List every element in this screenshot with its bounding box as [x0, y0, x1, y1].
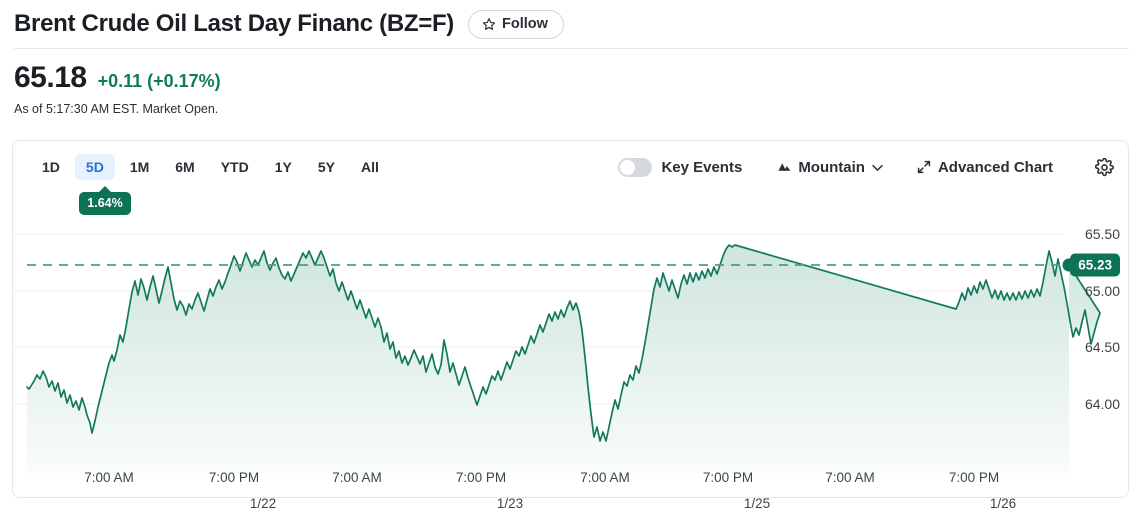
range-1y[interactable]: 1Y: [264, 154, 303, 180]
price-row: 65.18 +0.11 (+0.17%): [14, 61, 1129, 95]
key-events-label: Key Events: [661, 158, 743, 176]
price-line: [26, 244, 1101, 442]
x-date-label: 1/26: [989, 496, 1017, 511]
key-events-toggle[interactable]: Key Events: [618, 157, 743, 177]
tooltip-arrow: [99, 186, 111, 192]
range-1d[interactable]: 1D: [31, 154, 71, 180]
header-divider: [14, 47, 1129, 49]
x-tick-label: 7:00 PM: [948, 470, 1000, 485]
x-tick-label: 7:00 PM: [208, 470, 260, 485]
x-tick-label: 7:00 PM: [455, 470, 507, 485]
price-area-fill: [27, 245, 1100, 473]
market-status: As of 5:17:30 AM EST. Market Open.: [14, 101, 219, 116]
chart-toolbar: 1D 5D 1M 6M YTD 1Y 5Y All 1.64% Key Even…: [13, 141, 1128, 215]
range-5y[interactable]: 5Y: [307, 154, 346, 180]
page-header: Brent Crude Oil Last Day Financ (BZ=F) F…: [0, 0, 1143, 39]
page-title: Brent Crude Oil Last Day Financ (BZ=F): [14, 10, 454, 38]
x-date-label: 1/23: [496, 496, 524, 511]
x-tick-label: 7:00 AM: [84, 470, 134, 485]
mountain-icon: [776, 162, 791, 172]
chart-type-selector[interactable]: Mountain: [776, 159, 883, 176]
advanced-chart-button[interactable]: Advanced Chart: [917, 159, 1053, 176]
chevron-down-icon: [872, 164, 883, 171]
x-axis: 7:00 AM 7:00 PM 7:00 AM 7:00 PM 7:00 AM …: [12, 470, 1129, 514]
x-date-label: 1/25: [743, 496, 771, 511]
follow-label: Follow: [502, 16, 548, 32]
chart-plot-area[interactable]: 65.50 65.00 64.50 64.00 65.23: [13, 193, 1128, 498]
chart-controls: Key Events Mountain: [618, 157, 1114, 177]
x-tick-label: 7:00 PM: [702, 470, 754, 485]
advanced-chart-label: Advanced Chart: [937, 158, 1053, 176]
gear-icon: [1095, 157, 1114, 177]
price-chart-svg: [15, 233, 1111, 473]
range-selector: 1D 5D 1M 6M YTD 1Y 5Y All: [31, 154, 390, 180]
chart-settings-button[interactable]: [1095, 157, 1114, 177]
range-ytd[interactable]: YTD: [210, 154, 260, 180]
x-tick-label: 7:00 AM: [580, 470, 630, 485]
follow-button[interactable]: Follow: [468, 10, 564, 39]
x-tick-label: 7:00 AM: [825, 470, 875, 485]
chart-type-label: Mountain: [798, 158, 865, 176]
chart-card: 1D 5D 1M 6M YTD 1Y 5Y All 1.64% Key Even…: [12, 140, 1129, 498]
quote-summary: 65.18 +0.11 (+0.17%) As of 5:17:30 AM ES…: [0, 49, 1143, 116]
last-price: 65.18: [14, 60, 87, 94]
range-5d[interactable]: 5D: [74, 154, 115, 180]
toggle-switch[interactable]: [618, 157, 653, 177]
x-date-label: 1/22: [249, 496, 277, 511]
range-all[interactable]: All: [350, 154, 390, 180]
range-1m[interactable]: 1M: [119, 154, 160, 180]
price-change: +0.11 (+0.17%): [97, 70, 221, 91]
range-6m[interactable]: 6M: [164, 154, 205, 180]
expand-arrows-icon: [917, 160, 931, 174]
last-price-marker: [1062, 258, 1076, 272]
star-icon: [482, 17, 496, 31]
x-tick-label: 7:00 AM: [332, 470, 382, 485]
